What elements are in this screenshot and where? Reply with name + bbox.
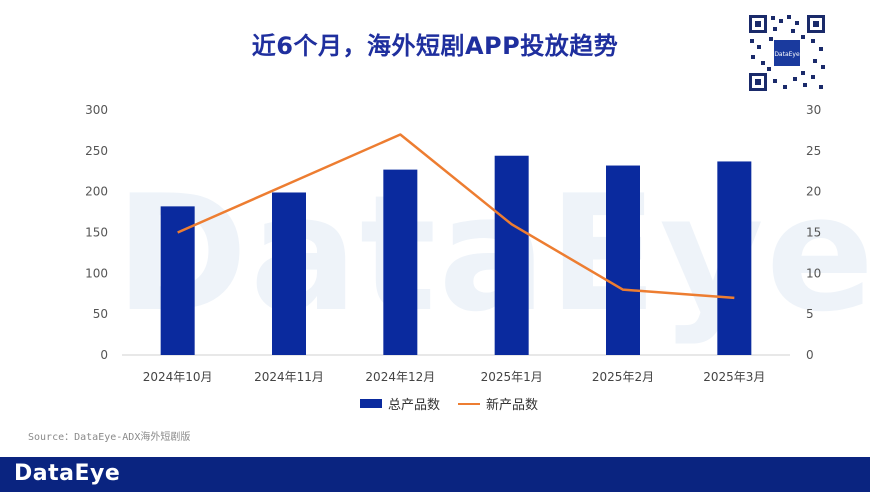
bar-4: [494, 155, 529, 355]
qr-code: DataEye: [747, 13, 827, 93]
y-left-tick-label: 300: [85, 103, 108, 117]
legend-label-new: 新产品数: [486, 398, 539, 413]
bar-1: [160, 206, 195, 355]
qr-logo-text: DataEye: [774, 51, 800, 58]
legend-swatch-bar: [360, 399, 382, 408]
y-right-tick-label: 0: [806, 348, 814, 362]
y-right-tick-label: 20: [806, 185, 821, 199]
bar-6: [717, 161, 752, 355]
x-tick-label: 2024年12月: [365, 370, 435, 384]
y-left-tick-label: 0: [100, 348, 108, 362]
y-left-tick-label: 150: [85, 226, 108, 240]
y-right-tick-label: 5: [806, 307, 814, 321]
source-note: Source：DataEye-ADX海外短剧版: [28, 432, 191, 443]
y-right-tick-label: 25: [806, 144, 821, 158]
bar-2: [272, 192, 306, 355]
footer-logo: DataEye: [14, 461, 121, 486]
y-left-tick-label: 50: [93, 307, 108, 321]
x-tick-label: 2025年3月: [703, 370, 765, 384]
y-left-tick-label: 250: [85, 144, 108, 158]
line-series-new-products: [177, 133, 735, 300]
y-left-tick-label: 200: [85, 185, 108, 199]
bar-5: [606, 165, 640, 355]
y-right-tick-label: 30: [806, 103, 821, 117]
y-right-tick-label: 10: [806, 266, 821, 280]
chart: 0 50 100 150 200 250 300 0 5 10 15 20 25 30 2024年10月 20…: [85, 103, 821, 384]
legend-swatch-line: [458, 402, 481, 405]
y-right-tick-label: 15: [806, 226, 821, 240]
y-left-tick-label: 100: [85, 266, 108, 280]
chart-title: 近6个月，海外短剧APP投放趋势: [251, 32, 619, 60]
x-tick-label: 2025年1月: [481, 370, 543, 384]
bar-3: [383, 169, 418, 355]
x-tick-label: 2024年11月: [254, 370, 324, 384]
x-tick-label: 2024年10月: [143, 370, 213, 384]
legend-label-total: 总产品数: [388, 398, 441, 413]
x-tick-label: 2025年2月: [592, 370, 654, 384]
legend: 总产品数 新产品数: [360, 394, 538, 413]
footer-bar: DataEye: [0, 457, 870, 492]
